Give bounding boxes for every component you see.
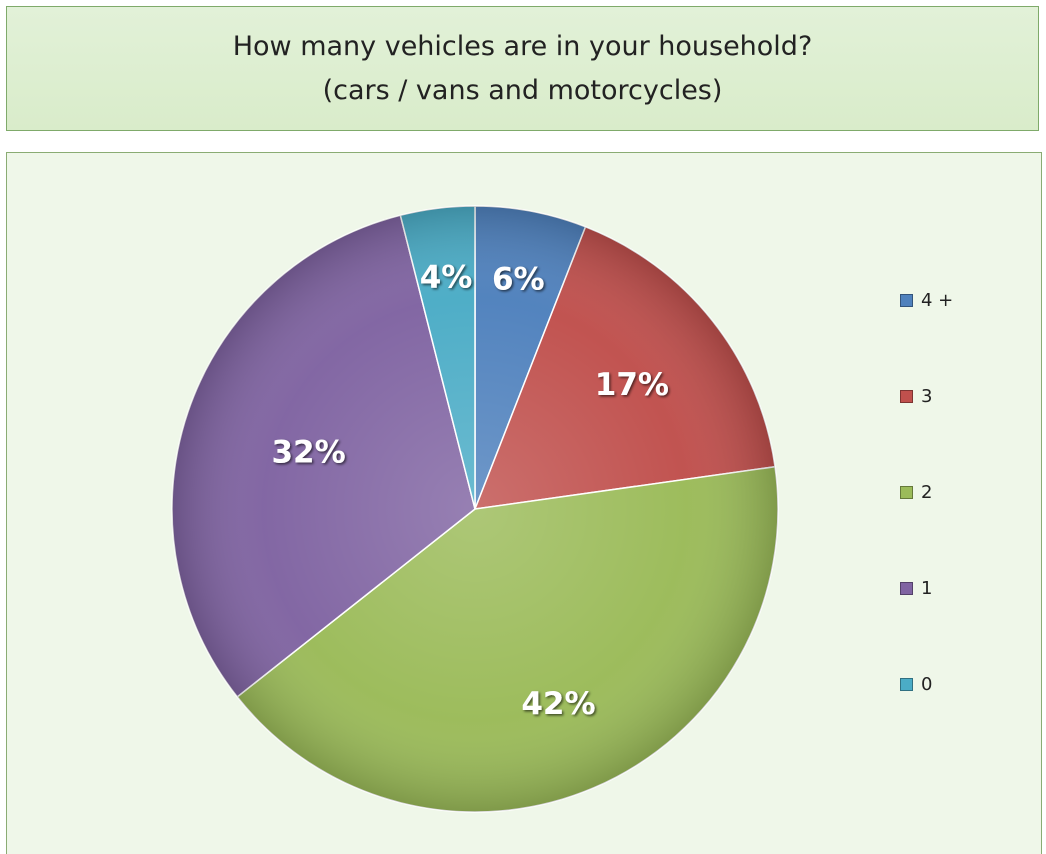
legend-item-4: 4 +: [900, 288, 953, 312]
legend-swatch: [900, 293, 913, 307]
legend-label: 0: [921, 673, 933, 695]
chart-title-line-2: (cars / vans and motorcycles): [322, 74, 723, 106]
data-label-1: 32%: [271, 435, 345, 471]
chart-title-line-1: How many vehicles are in your household?: [232, 30, 813, 62]
legend-swatch: [900, 677, 913, 691]
data-label-3: 17%: [595, 367, 669, 403]
legend-item-3: 3: [900, 384, 932, 408]
legend-label: 1: [921, 577, 933, 599]
legend-item-2: 2: [900, 480, 932, 504]
legend-label: 4 +: [921, 289, 954, 311]
legend-swatch: [900, 485, 913, 499]
legend-label: 3: [921, 385, 933, 407]
data-label-2: 42%: [521, 686, 595, 722]
legend-swatch: [900, 389, 913, 403]
data-label-4: 6%: [492, 262, 545, 298]
legend-item-1: 1: [900, 576, 932, 600]
legend-item-0: 0: [900, 672, 932, 696]
legend-swatch: [900, 581, 913, 595]
data-label-0: 4%: [420, 259, 473, 295]
legend-label: 2: [921, 481, 933, 503]
chart-title-box: How many vehicles are in your household?…: [6, 6, 1039, 131]
